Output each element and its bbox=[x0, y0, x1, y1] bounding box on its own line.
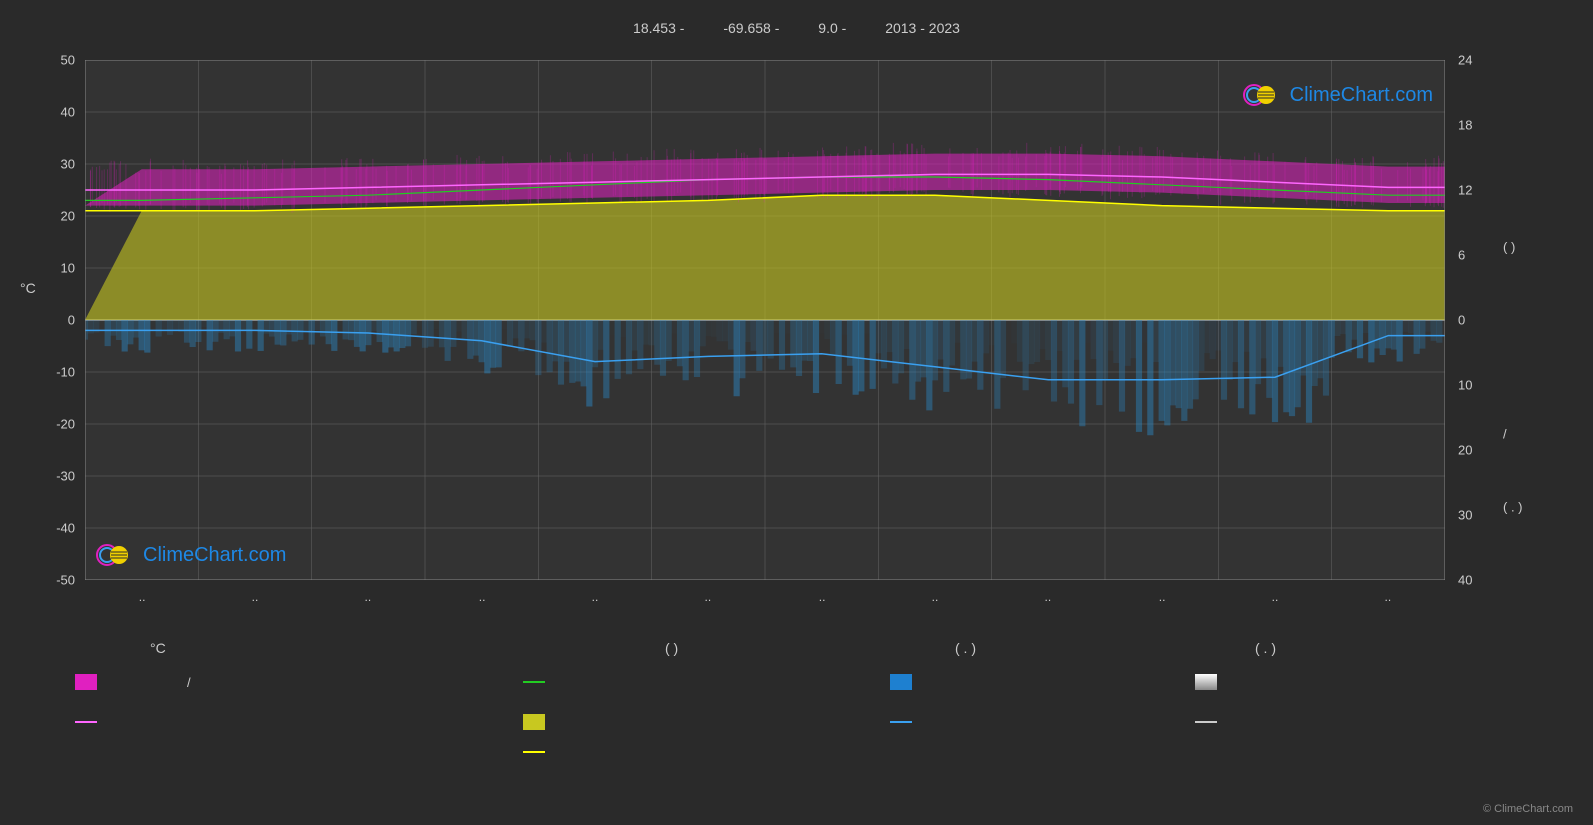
y-right-group-label: ( ) bbox=[1503, 240, 1515, 255]
legend-item bbox=[523, 751, 635, 753]
x-tick: .. bbox=[819, 590, 826, 604]
legend-row-2: / bbox=[75, 670, 1455, 694]
y-left-tick: 50 bbox=[61, 53, 75, 68]
y-right-tick: 30 bbox=[1458, 508, 1472, 523]
y-right-tick: 20 bbox=[1458, 443, 1472, 458]
x-tick: .. bbox=[1159, 590, 1166, 604]
y-right-tick: 40 bbox=[1458, 573, 1472, 588]
y-axis-left: 50403020100-10-20-30-40-50 bbox=[40, 60, 80, 580]
chart-header: 18.453 - -69.658 - 9.0 - 2013 - 2023 bbox=[0, 20, 1593, 36]
y-right-tick: 0 bbox=[1458, 313, 1465, 328]
legend-swatch bbox=[523, 714, 545, 730]
y-left-tick: 0 bbox=[68, 313, 75, 328]
legend-item: / bbox=[75, 674, 191, 690]
legend-swatch bbox=[75, 674, 97, 690]
brand-watermark-bottom: ClimeChart.com bbox=[95, 540, 286, 570]
x-tick: .. bbox=[592, 590, 599, 604]
climechart-logo-icon bbox=[1242, 80, 1282, 110]
header-lon: -69.658 - bbox=[723, 20, 779, 36]
legend-item bbox=[1195, 721, 1307, 723]
y-axis-right-group-labels: ( ) / ( . ) bbox=[1498, 60, 1538, 580]
legend-swatch bbox=[1195, 674, 1217, 690]
footer-copyright: © ClimeChart.com bbox=[1483, 803, 1573, 815]
legend-header: °C ( ) ( . ) ( . ) bbox=[85, 640, 1445, 660]
x-tick: .. bbox=[932, 590, 939, 604]
legend-header-item: °C bbox=[150, 640, 166, 656]
y-left-tick: -10 bbox=[56, 365, 75, 380]
legend-item bbox=[890, 721, 1002, 723]
legend-swatch bbox=[890, 674, 912, 690]
brand-watermark-top: ClimeChart.com bbox=[1242, 80, 1433, 110]
legend-header-item: ( ) bbox=[665, 640, 678, 656]
x-tick: .. bbox=[1045, 590, 1052, 604]
legend-swatch bbox=[523, 681, 545, 683]
y-left-tick: -40 bbox=[56, 521, 75, 536]
legend-item bbox=[890, 674, 1002, 690]
legend-item bbox=[75, 721, 187, 723]
chart-plot bbox=[85, 60, 1445, 580]
y-right-tick: 6 bbox=[1458, 248, 1465, 263]
legend-swatch bbox=[75, 721, 97, 723]
x-tick: .. bbox=[1385, 590, 1392, 604]
legend-header-item: ( . ) bbox=[1255, 640, 1276, 656]
header-elev: 9.0 - bbox=[818, 20, 846, 36]
legend-header-item: ( . ) bbox=[955, 640, 976, 656]
header-years: 2013 - 2023 bbox=[885, 20, 960, 36]
x-tick: .. bbox=[252, 590, 259, 604]
y-right-tick: 24 bbox=[1458, 53, 1472, 68]
y-right-tick: 10 bbox=[1458, 378, 1472, 393]
y-left-tick: 20 bbox=[61, 209, 75, 224]
y-left-tick: -30 bbox=[56, 469, 75, 484]
y-right-group-label: ( . ) bbox=[1503, 500, 1523, 515]
y-axis-right: 2418126010203040 bbox=[1453, 60, 1493, 580]
legend-item bbox=[523, 681, 635, 683]
climechart-logo-icon bbox=[95, 540, 135, 570]
legend-swatch bbox=[1195, 721, 1217, 723]
y-left-tick: 10 bbox=[61, 261, 75, 276]
legend-swatch bbox=[523, 751, 545, 753]
y-left-tick: -20 bbox=[56, 417, 75, 432]
header-lat: 18.453 - bbox=[633, 20, 684, 36]
legend-row-4 bbox=[75, 740, 1455, 764]
legend-item bbox=[523, 714, 635, 730]
x-tick: .. bbox=[705, 590, 712, 604]
legend-swatch bbox=[890, 721, 912, 723]
legend-row-3 bbox=[75, 710, 1455, 734]
x-tick: .. bbox=[479, 590, 486, 604]
y-left-tick: -50 bbox=[56, 573, 75, 588]
x-tick: .. bbox=[1272, 590, 1279, 604]
x-tick: .. bbox=[365, 590, 372, 604]
legend-item bbox=[1195, 674, 1307, 690]
y-right-tick: 18 bbox=[1458, 118, 1472, 133]
chart-svg bbox=[85, 60, 1445, 580]
y-left-tick: 40 bbox=[61, 105, 75, 120]
brand-text: ClimeChart.com bbox=[1290, 84, 1433, 107]
x-axis: ........................ bbox=[85, 590, 1445, 610]
legend-label: / bbox=[187, 675, 191, 690]
y-left-tick: 30 bbox=[61, 157, 75, 172]
y-left-label: °C bbox=[20, 280, 36, 296]
brand-text: ClimeChart.com bbox=[143, 544, 286, 567]
y-right-tick: 12 bbox=[1458, 183, 1472, 198]
y-right-group-label: / bbox=[1503, 427, 1507, 442]
x-tick: .. bbox=[139, 590, 146, 604]
